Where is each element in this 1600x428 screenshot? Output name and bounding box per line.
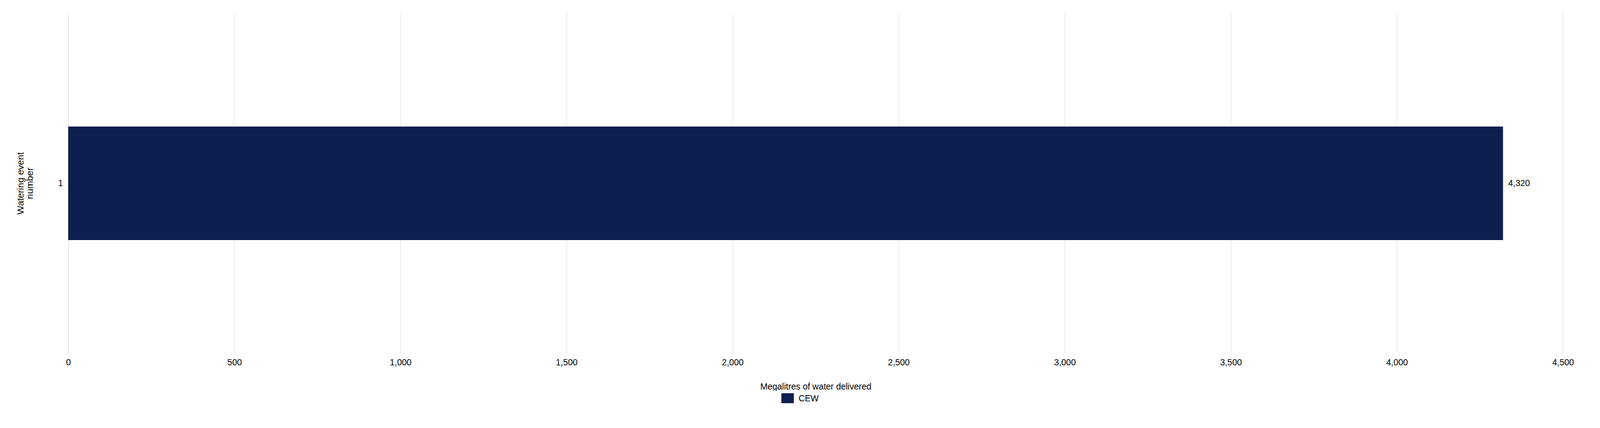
- svg-text:3,500: 3,500: [1219, 357, 1242, 368]
- svg-text:3,000: 3,000: [1054, 357, 1076, 368]
- html-text:CEW: CEW: [798, 393, 819, 404]
- svg-text:2,500: 2,500: [888, 357, 910, 368]
- svg-text:500: 500: [227, 357, 243, 368]
- svg-text:0: 0: [66, 357, 72, 368]
- svg-text:4,500: 4,500: [1552, 357, 1574, 368]
- svg-text:4,320: 4,320: [1508, 177, 1530, 188]
- svg-text:Watering eventnumber: Watering eventnumber: [14, 151, 35, 215]
- svg-text:1,500: 1,500: [555, 357, 578, 368]
- svg-text:4,000: 4,000: [1386, 357, 1408, 368]
- svg-text:1,000: 1,000: [390, 357, 412, 368]
- svg-text:1: 1: [58, 177, 64, 188]
- svg-text:Megalitres of water delivered: Megalitres of water delivered: [760, 381, 872, 392]
- svg-text:2,000: 2,000: [721, 357, 744, 368]
